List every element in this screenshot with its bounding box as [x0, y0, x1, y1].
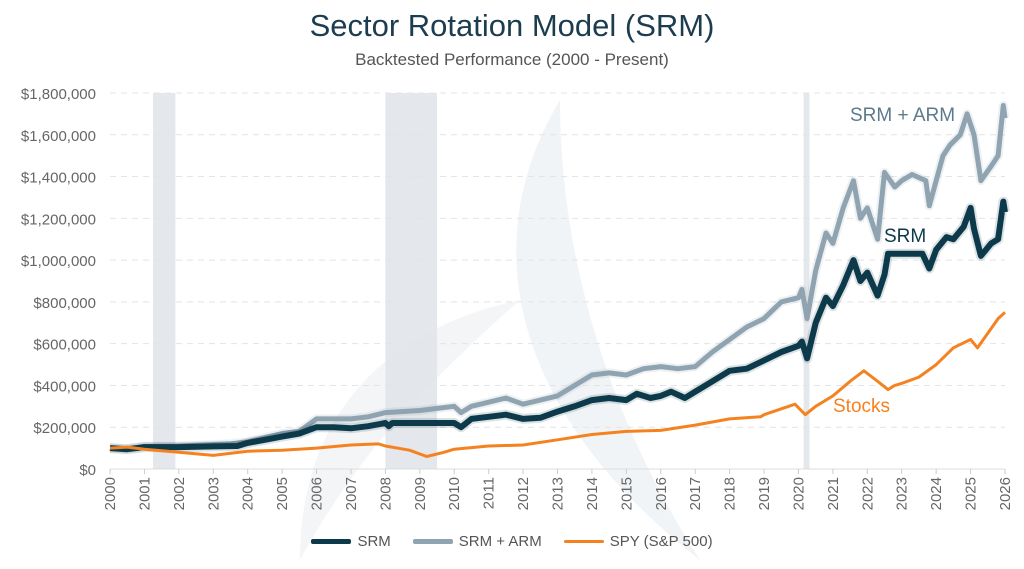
legend-item-srm-arm: SRM + ARM: [412, 533, 542, 550]
x-tick-label: 2001: [136, 477, 153, 510]
x-tick-label: 2003: [205, 477, 222, 510]
x-tick-label: 2024: [928, 477, 945, 510]
y-tick-label: $1,200,000: [21, 211, 96, 228]
x-tick-label: 2011: [481, 477, 498, 509]
chart-subtitle: Backtested Performance (2000 - Present): [355, 50, 669, 69]
x-tick-label: 2014: [584, 477, 601, 510]
legend-label: SPY (S&P 500): [609, 533, 713, 550]
y-tick-label: $200,000: [33, 420, 96, 437]
series-line-spy-s-p-500-: [109, 311, 1007, 458]
legend-swatch: [311, 539, 352, 544]
x-tick-label: 2006: [309, 477, 326, 510]
x-tick-label: 2015: [618, 477, 635, 510]
x-tick-label: 2017: [687, 477, 704, 510]
legend-swatch: [563, 540, 604, 543]
x-tick-label: 2008: [377, 477, 394, 510]
y-tick-label: $800,000: [33, 295, 96, 312]
legend-item-srm: SRM: [311, 533, 391, 550]
x-tick-label: 2000: [102, 477, 119, 510]
x-tick-label: 2022: [859, 477, 876, 510]
series-line-srm-arm: [109, 103, 1008, 452]
x-tick-label: 2007: [343, 477, 360, 510]
x-tick-label: 2004: [240, 477, 257, 510]
annotation-stocks: Stocks: [833, 396, 890, 417]
x-tick-label: 2019: [756, 477, 773, 510]
x-tick-label: 2023: [894, 477, 911, 510]
y-tick-label: $1,600,000: [21, 128, 96, 145]
legend-item-spy: SPY (S&P 500): [563, 533, 713, 550]
sail-watermark: [300, 100, 700, 560]
recession-shade: [803, 93, 810, 469]
recession-shade: [385, 93, 438, 469]
x-tick-label: 2026: [997, 477, 1014, 510]
legend-swatch: [412, 539, 453, 544]
recession-shade: [153, 93, 176, 469]
annotation-srm: SRM: [884, 226, 926, 247]
series-line-srm: [109, 198, 1008, 453]
x-tick-label: 2018: [722, 477, 739, 510]
y-tick-label: $1,400,000: [21, 170, 96, 187]
y-tick-label: $400,000: [33, 378, 96, 395]
x-tick-label: 2002: [171, 477, 188, 510]
y-tick-label: $600,000: [33, 337, 96, 354]
legend-label: SRM: [357, 533, 391, 550]
x-tick-label: 2025: [963, 477, 980, 510]
x-tick-label: 2010: [446, 477, 463, 510]
x-tick-label: 2013: [550, 477, 567, 510]
x-tick-label: 2020: [790, 477, 807, 510]
x-tick-label: 2016: [653, 477, 670, 510]
chart-title: Sector Rotation Model (SRM): [309, 8, 715, 43]
y-tick-label: $1,800,000: [21, 86, 96, 103]
y-tick-label: $0: [79, 462, 96, 479]
legend: SRM SRM + ARM SPY (S&P 500): [0, 533, 1024, 550]
legend-label: SRM + ARM: [458, 533, 542, 550]
x-tick-label: 2005: [274, 477, 291, 510]
x-tick-label: 2009: [412, 477, 429, 510]
y-tick-label: $1,000,000: [21, 253, 96, 270]
x-tick-label: 2012: [515, 477, 532, 510]
x-tick-label: 2021: [825, 477, 842, 510]
annotation-srm-arm: SRM + ARM: [850, 105, 955, 126]
